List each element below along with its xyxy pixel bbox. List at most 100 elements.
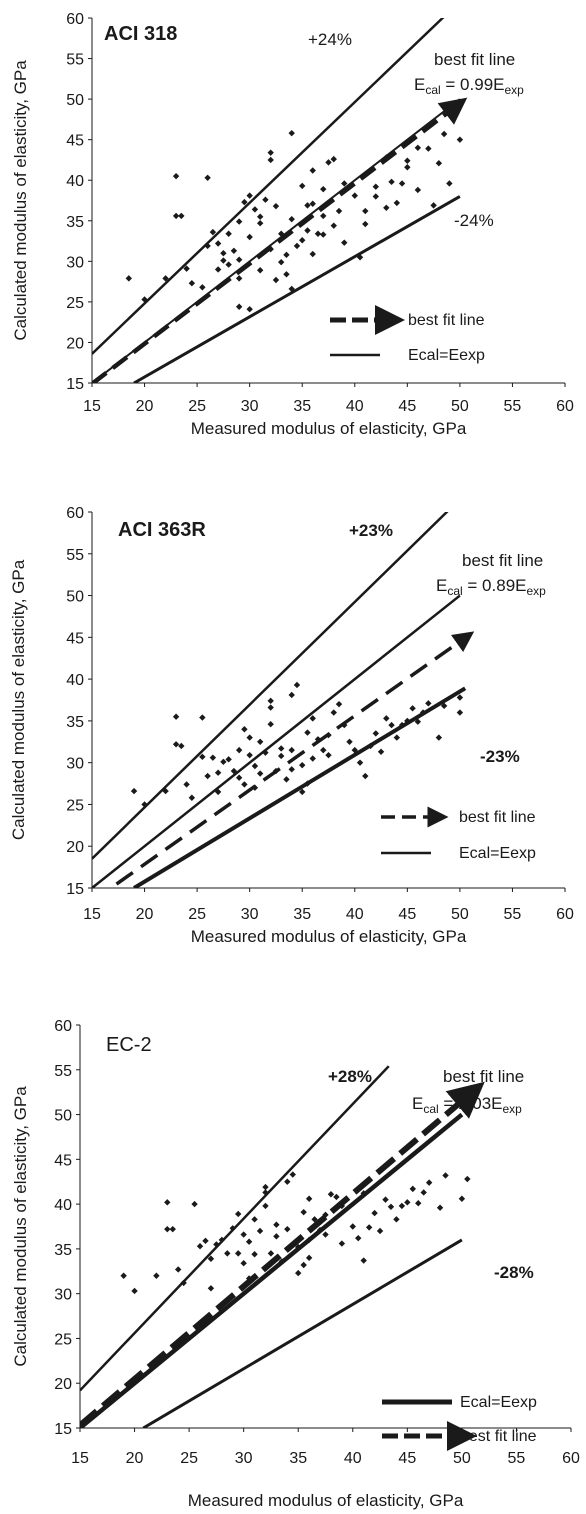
data-point [309, 200, 316, 207]
data-point [207, 1255, 215, 1262]
data-point [241, 198, 248, 206]
panel-title: ACI 363R [118, 519, 206, 541]
data-point [278, 1258, 286, 1265]
lower-bound-line [142, 1238, 463, 1428]
data-point [267, 704, 274, 711]
data-point [420, 1189, 427, 1196]
x-tick-label: 40 [346, 398, 364, 415]
data-point [464, 1175, 471, 1183]
fit-line-label: best fit line [462, 551, 543, 570]
data-point [304, 729, 311, 736]
data-point [273, 1233, 280, 1240]
data-point [333, 1193, 340, 1201]
y-axis-label: Calculated modulus of elasticity, GPa [11, 60, 30, 341]
data-point [214, 788, 222, 796]
upper-bound-label: +23% [349, 521, 393, 540]
data-point [435, 734, 443, 741]
x-tick-label: 15 [71, 1450, 89, 1467]
data-point [283, 251, 290, 259]
data-point [309, 755, 316, 762]
data-point [207, 1285, 215, 1292]
data-point [272, 276, 280, 284]
data-point [125, 275, 132, 282]
data-point [338, 1240, 346, 1247]
data-point [202, 1237, 209, 1245]
data-point [262, 196, 269, 203]
data-point [309, 167, 316, 174]
data-point [404, 164, 411, 171]
x-tick-label: 30 [241, 906, 259, 923]
data-point [320, 185, 327, 193]
data-point [235, 256, 243, 263]
data-point [273, 1221, 280, 1228]
fit-equation: Ecal = 0.99Eexp [414, 75, 524, 97]
data-point [362, 772, 369, 780]
y-tick-label: 60 [54, 1018, 72, 1035]
data-point [267, 721, 274, 728]
x-tick-label: 20 [126, 1450, 144, 1467]
data-point [284, 1225, 291, 1233]
x-tick-label: 55 [508, 1450, 526, 1467]
data-point [188, 794, 196, 801]
data-point [235, 774, 243, 781]
y-tick-label: 55 [66, 52, 84, 69]
data-point [349, 1223, 356, 1230]
fit-eq-lhs-sub: cal [447, 584, 462, 598]
upper-bound-label: +24% [308, 30, 352, 49]
data-point [295, 1269, 302, 1277]
data-point [225, 261, 232, 268]
y-tick-label: 30 [54, 1287, 72, 1304]
data-point [141, 296, 148, 303]
y-tick-label: 50 [66, 589, 84, 606]
data-point [283, 271, 290, 278]
x-tick-label: 25 [180, 1450, 198, 1467]
data-point [267, 697, 274, 705]
fit-line-label: best fit line [443, 1067, 524, 1086]
y-tick-label: 25 [66, 295, 84, 312]
data-point [314, 230, 322, 237]
x-tick-label: 30 [235, 1450, 253, 1467]
data-point [299, 761, 306, 769]
data-point [214, 266, 222, 273]
x-tick-label: 25 [188, 906, 206, 923]
upper-bound-label: +28% [328, 1067, 372, 1086]
chart-aci-363r: 15 20 25 30 35 40 45 50 55 60 15 20 25 30 35 40 45 50 55 60… [9, 505, 574, 946]
y-tick-label: 20 [66, 839, 84, 856]
data-point [267, 1250, 275, 1257]
data-point [178, 212, 185, 220]
data-point [267, 245, 274, 253]
data-point [204, 772, 211, 780]
lower-bound-line [133, 686, 467, 888]
data-point [251, 1216, 258, 1223]
data-point [320, 746, 327, 754]
x-tick-label: 20 [136, 398, 154, 415]
data-point [414, 144, 422, 151]
y-tick-label: 55 [54, 1063, 72, 1080]
data-point [356, 254, 364, 261]
data-point [295, 1243, 302, 1251]
y-tick-label: 35 [66, 214, 84, 231]
y-tick-label: 30 [66, 756, 84, 773]
x-tick-label: 60 [562, 1450, 580, 1467]
fit-eq-lhs-sub: cal [425, 83, 440, 97]
data-point [251, 206, 259, 213]
data-point [218, 1236, 226, 1244]
data-point [196, 1243, 204, 1250]
x-tick-label: 35 [289, 1450, 307, 1467]
data-point [293, 681, 301, 689]
data-point [425, 1179, 433, 1186]
data-point [230, 247, 238, 254]
data-point [230, 767, 238, 775]
data-point [304, 780, 311, 787]
data-point [300, 1261, 307, 1269]
data-point [338, 1202, 346, 1210]
data-point [288, 129, 295, 137]
y-tick-label: 40 [54, 1197, 72, 1214]
data-point [325, 751, 332, 759]
equality-line [80, 1112, 464, 1428]
x-axis-label: Measured modulus of elasticity, GPa [191, 927, 467, 946]
x-axis-label: Measured modulus of elasticity, GPa [191, 419, 467, 438]
y-tick-label: 50 [66, 92, 84, 109]
y-axis-label: Calculated modulus of elasticity, GPa [9, 559, 28, 840]
data-point [120, 1272, 127, 1279]
